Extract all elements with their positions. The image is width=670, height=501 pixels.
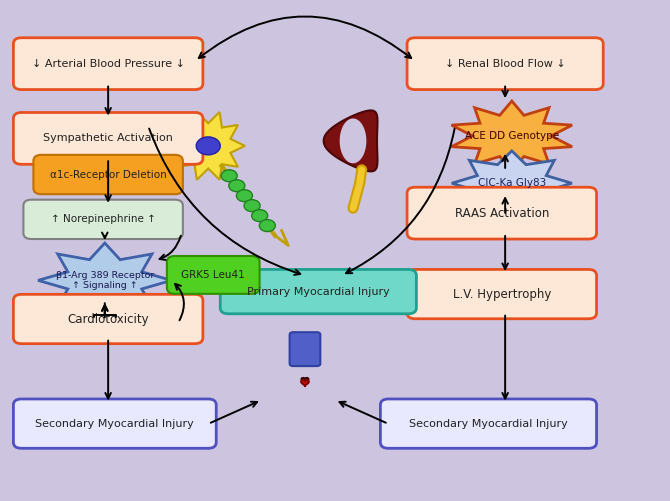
FancyBboxPatch shape bbox=[220, 270, 416, 314]
Circle shape bbox=[259, 219, 275, 231]
Text: CIC-Ka Gly83: CIC-Ka Gly83 bbox=[478, 178, 546, 188]
FancyBboxPatch shape bbox=[13, 38, 203, 90]
Polygon shape bbox=[301, 380, 309, 386]
Polygon shape bbox=[452, 101, 572, 171]
FancyBboxPatch shape bbox=[407, 38, 603, 90]
Circle shape bbox=[196, 137, 220, 155]
FancyBboxPatch shape bbox=[23, 200, 183, 239]
Polygon shape bbox=[38, 243, 172, 318]
Circle shape bbox=[221, 170, 237, 182]
Text: Sympathetic Activation: Sympathetic Activation bbox=[43, 133, 173, 143]
Circle shape bbox=[229, 180, 245, 192]
Text: ACE DD Genotype: ACE DD Genotype bbox=[465, 131, 559, 141]
FancyBboxPatch shape bbox=[34, 155, 183, 194]
FancyBboxPatch shape bbox=[381, 399, 596, 448]
FancyBboxPatch shape bbox=[13, 399, 216, 448]
FancyBboxPatch shape bbox=[13, 295, 203, 344]
Text: GRK5 Leu41: GRK5 Leu41 bbox=[182, 270, 245, 280]
Text: β1-Arg 389 Receptor
↑ Signaling ↑: β1-Arg 389 Receptor ↑ Signaling ↑ bbox=[56, 271, 154, 290]
FancyBboxPatch shape bbox=[289, 332, 320, 366]
Polygon shape bbox=[301, 378, 309, 384]
Polygon shape bbox=[452, 151, 572, 215]
Text: ↑ Norepinephrine ↑: ↑ Norepinephrine ↑ bbox=[51, 214, 155, 224]
Text: RAAS Activation: RAAS Activation bbox=[455, 206, 549, 219]
Text: α1c-Receptor Deletion: α1c-Receptor Deletion bbox=[50, 169, 167, 179]
Circle shape bbox=[244, 200, 260, 211]
Text: Cardiotoxicity: Cardiotoxicity bbox=[67, 313, 149, 326]
Polygon shape bbox=[172, 112, 245, 180]
Polygon shape bbox=[340, 118, 366, 163]
Text: Primary Myocardial Injury: Primary Myocardial Injury bbox=[247, 287, 390, 297]
Text: ↓ Renal Blood Flow ↓: ↓ Renal Blood Flow ↓ bbox=[445, 59, 565, 69]
FancyBboxPatch shape bbox=[407, 187, 596, 239]
Text: L.V. Hypertrophy: L.V. Hypertrophy bbox=[453, 288, 551, 301]
FancyBboxPatch shape bbox=[167, 256, 259, 294]
Circle shape bbox=[237, 190, 253, 202]
Text: Secondary Myocardial Injury: Secondary Myocardial Injury bbox=[409, 419, 568, 429]
Text: ↓ Arterial Blood Pressure ↓: ↓ Arterial Blood Pressure ↓ bbox=[31, 59, 185, 69]
FancyBboxPatch shape bbox=[407, 270, 596, 319]
FancyBboxPatch shape bbox=[13, 113, 203, 164]
Text: Secondary Myocardial Injury: Secondary Myocardial Injury bbox=[36, 419, 194, 429]
Circle shape bbox=[252, 209, 268, 221]
Polygon shape bbox=[324, 110, 377, 171]
